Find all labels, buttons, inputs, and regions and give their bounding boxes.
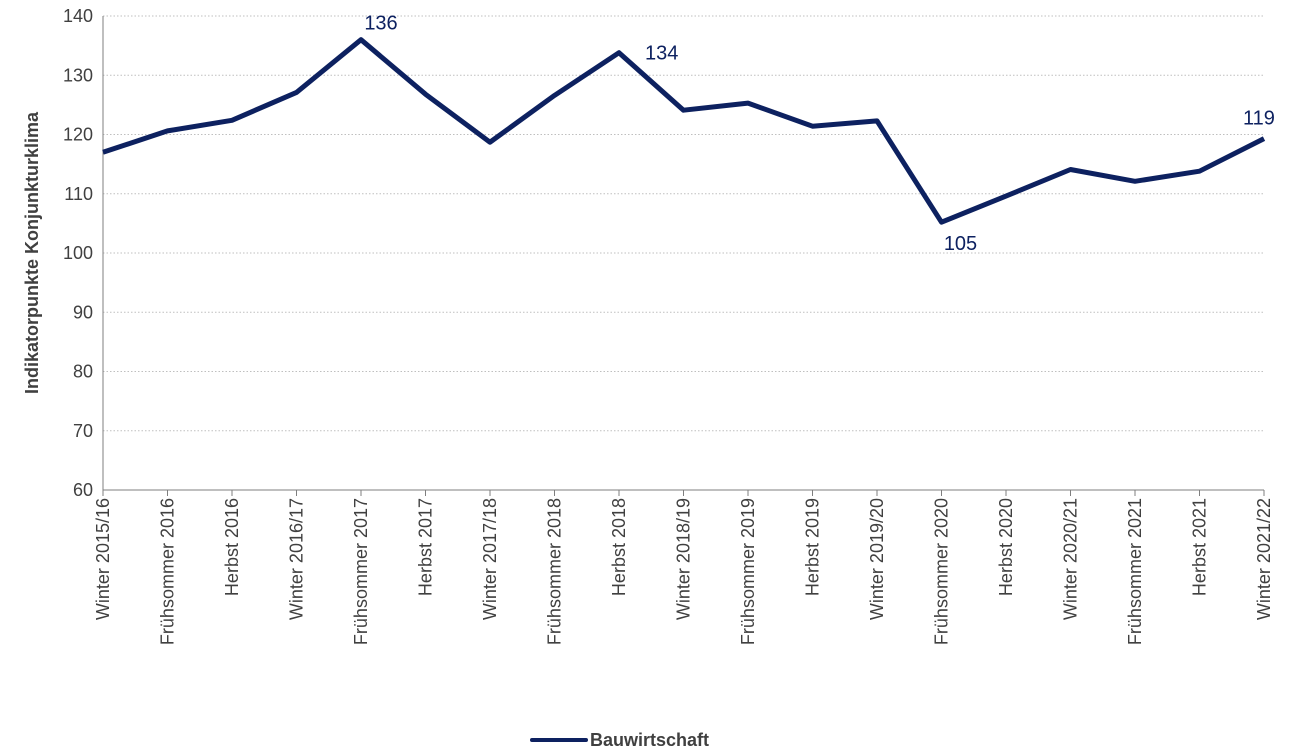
y-tick-labels: 60 70 80 90 100 110 120 130 140: [63, 6, 93, 500]
y-axis-title: Indikatorpunkte Konjunkturklima: [22, 111, 42, 394]
y-tick-label: 110: [64, 184, 93, 204]
x-tick-label: Herbst 2017: [416, 498, 436, 596]
x-tick-label: Frühsommer 2018: [545, 498, 565, 645]
data-labels: 136 134 105 119: [364, 13, 1275, 255]
x-tick-label: Winter 2018/19: [674, 498, 694, 620]
x-tick-label: Herbst 2016: [222, 498, 242, 596]
y-tick-label: 80: [73, 362, 93, 382]
x-tick-label: Winter 2016/17: [287, 498, 307, 620]
x-tick-label: Frühsommer 2019: [738, 498, 758, 645]
legend: Bauwirtschaft: [530, 730, 709, 749]
data-label: 119: [1243, 108, 1275, 130]
y-tick-label: 140: [63, 6, 93, 26]
x-tick-label: Winter 2017/18: [480, 498, 500, 620]
x-tick-label: Herbst 2021: [1190, 498, 1210, 596]
x-tick-label: Frühsommer 2021: [1125, 498, 1145, 645]
y-tick-label: 60: [73, 480, 93, 500]
x-tick-label: Winter 2019/20: [867, 498, 887, 620]
y-tick-label: 100: [63, 243, 93, 263]
data-label: 136: [364, 13, 397, 35]
gridlines: [103, 15, 1264, 432]
y-tick-label: 120: [63, 125, 93, 145]
y-tick-label: 70: [73, 421, 93, 441]
x-tick-label: Herbst 2018: [609, 498, 629, 596]
legend-label-bauwirtschaft: Bauwirtschaft: [590, 730, 710, 749]
x-tick-label: Herbst 2020: [996, 498, 1016, 596]
x-tick-label: Frühsommer 2020: [932, 498, 952, 645]
x-tick-label: Frühsommer 2017: [351, 498, 371, 645]
axes: [102, 16, 1264, 491]
series-lines: [102, 37, 1266, 225]
data-label: 105: [944, 233, 977, 255]
x-tick-label: Winter 2020/21: [1061, 498, 1081, 620]
x-tick-label: Winter 2015/16: [93, 498, 113, 620]
data-label: 134: [645, 43, 678, 65]
y-tick-label: 90: [73, 302, 93, 322]
x-tick-labels: Winter 2015/16 Frühsommer 2016 Herbst 2016…: [93, 490, 1274, 645]
legend-swatch-bauwirtschaft: [530, 738, 588, 742]
x-tick-label: Winter 2021/22: [1254, 498, 1274, 620]
x-tick-label: Frühsommer 2016: [158, 498, 178, 645]
y-tick-label: 130: [63, 65, 93, 85]
series-line-bauwirtschaft: [102, 37, 1266, 225]
x-tick-label: Herbst 2019: [803, 498, 823, 596]
